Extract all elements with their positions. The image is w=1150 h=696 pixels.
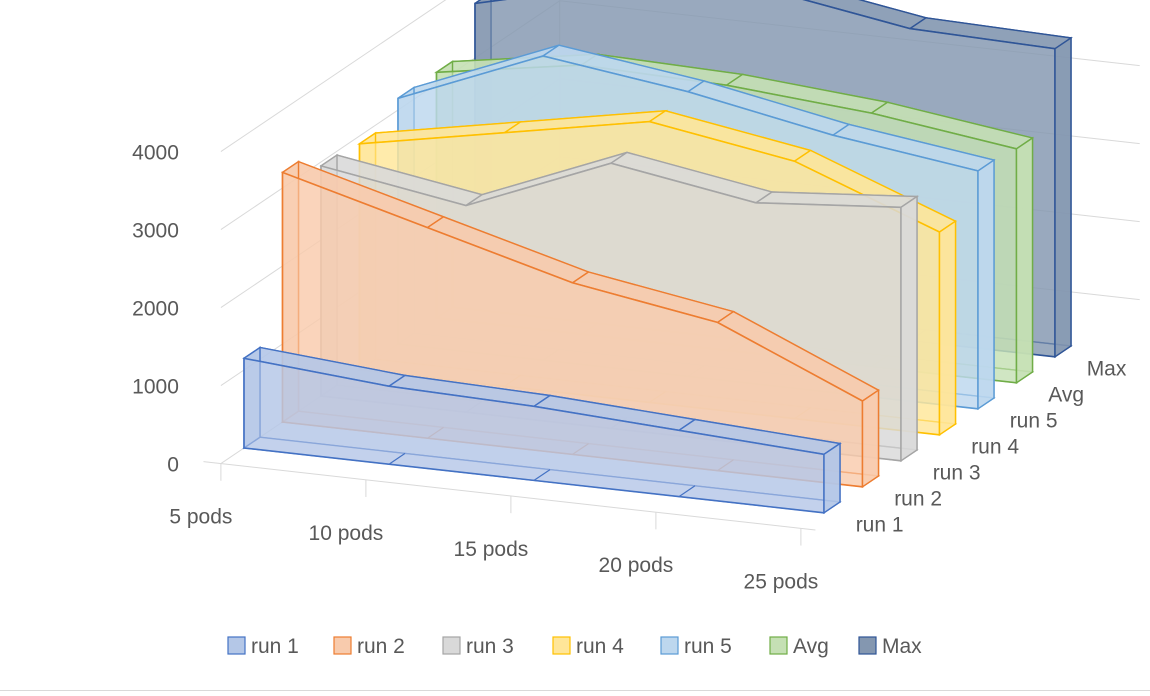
- x-tick-label: 25 pods: [744, 570, 819, 593]
- y-tick-label: 2000: [132, 298, 179, 321]
- legend-swatch: [442, 636, 461, 655]
- x-axis-line: [203, 461, 816, 531]
- area-right-cap: [1054, 36, 1072, 359]
- depth-tick-label: run 2: [894, 488, 942, 511]
- depth-tick-label: Max: [1087, 358, 1127, 381]
- chart-legend: run 1 run 2 run 3 run 4 run 5 Avg Max: [227, 635, 922, 658]
- legend-item-run-2: run 2: [333, 635, 405, 658]
- depth-tick-label: run 3: [933, 462, 981, 485]
- legend-swatch: [858, 636, 877, 655]
- legend-label: Max: [882, 635, 922, 658]
- area-right-cap: [1015, 136, 1034, 385]
- legend-swatch: [769, 636, 788, 655]
- legend-label: run 5: [684, 635, 732, 658]
- x-tick-label: 5 pods: [169, 506, 232, 529]
- floor-divider: [678, 485, 696, 498]
- legend-label: run 1: [251, 635, 299, 658]
- y-tick-label: 3000: [132, 220, 179, 243]
- chart-series-layer: [242, 0, 1073, 515]
- legend-label: run 4: [576, 635, 624, 658]
- y-tick-label: 0: [167, 454, 179, 477]
- legend-swatch: [227, 636, 246, 655]
- legend-label: run 2: [357, 635, 405, 658]
- x-tick-label: 20 pods: [599, 554, 674, 577]
- area-right-cap: [938, 219, 957, 437]
- legend-swatch: [660, 636, 679, 655]
- area-right-cap: [977, 158, 995, 411]
- depth-tick-label: run 5: [1010, 410, 1058, 433]
- floor-divider: [388, 452, 406, 465]
- x-tick-label: 10 pods: [309, 522, 384, 545]
- bottom-divider: [0, 690, 1150, 691]
- area-right-cap: [900, 195, 918, 463]
- legend-swatch: [552, 636, 571, 655]
- chart-axis-labels: 0 1000 2000 3000 4000 5 pods 10 pods 15 pods 20 …: [132, 142, 1127, 594]
- legend-item-avg: Avg: [769, 635, 829, 658]
- legend-label: Avg: [793, 635, 829, 658]
- area-right-cap: [823, 442, 841, 515]
- legend-item-run-3: run 3: [442, 635, 514, 658]
- area-right-cap: [861, 388, 880, 489]
- legend-item-run-4: run 4: [552, 635, 624, 658]
- legend-item-run-5: run 5: [660, 635, 732, 658]
- x-tick-label: 15 pods: [454, 538, 529, 561]
- depth-tick-label: Avg: [1048, 384, 1084, 407]
- floor-divider: [533, 469, 551, 481]
- legend-swatch: [333, 636, 352, 655]
- y-tick-label: 4000: [132, 142, 179, 165]
- depth-tick-label: run 4: [971, 436, 1019, 459]
- legend-label: run 3: [466, 635, 514, 658]
- legend-item-run-1: run 1: [227, 635, 299, 658]
- y-tick-label: 1000: [132, 376, 179, 399]
- series-run-1: [242, 346, 842, 515]
- depth-tick-label: run 1: [856, 514, 904, 537]
- legend-item-max: Max: [858, 635, 922, 658]
- gridline-4000: [220, 0, 447, 153]
